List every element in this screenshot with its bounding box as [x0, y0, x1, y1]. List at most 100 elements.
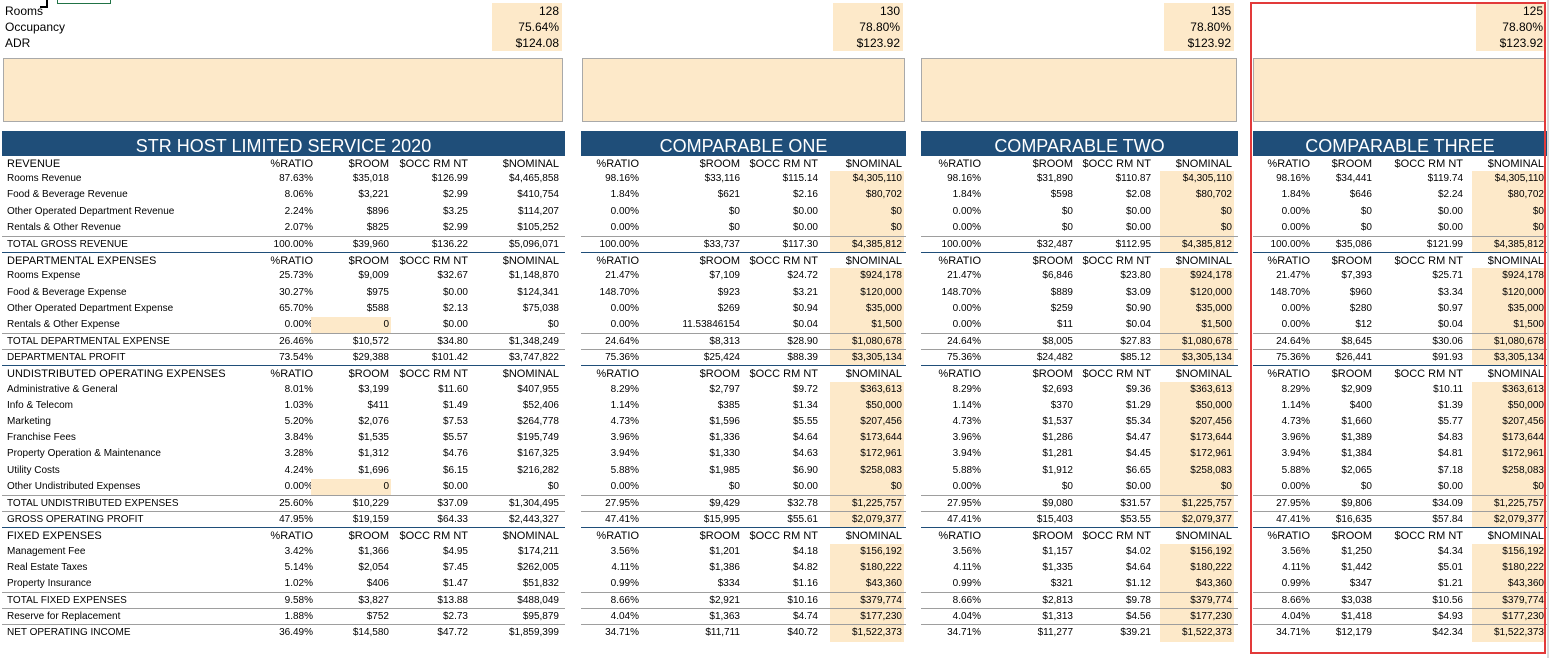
room-cell[interactable]: $1,363	[709, 611, 740, 623]
occ-room-night-cell[interactable]: $0.00	[1125, 221, 1151, 233]
room-cell[interactable]: $1,201	[709, 545, 740, 557]
ratio-cell[interactable]: 0.00%	[1281, 302, 1310, 314]
nominal-cell[interactable]: $180,222	[830, 559, 904, 576]
ratio-cell[interactable]: 47.41%	[605, 514, 639, 526]
nominal-cell[interactable]: $50,000	[1472, 397, 1546, 415]
ratio-cell[interactable]: 30.27%	[279, 286, 313, 298]
nominal-cell[interactable]: $3,305,134	[1160, 350, 1234, 367]
occ-room-night-cell[interactable]: $OCC RM NT	[399, 368, 468, 381]
occ-room-night-cell[interactable]: $64.33	[437, 514, 468, 526]
occ-room-night-cell[interactable]: $39.21	[1120, 627, 1151, 639]
ratio-cell[interactable]: 3.28%	[284, 448, 313, 460]
occ-room-night-cell[interactable]: $6.90	[792, 464, 818, 476]
nominal-cell[interactable]: $2,079,377	[1472, 512, 1546, 529]
ratio-cell[interactable]: 34.71%	[1276, 627, 1310, 639]
nominal-cell[interactable]: $1,500	[1160, 316, 1234, 334]
room-cell[interactable]: $ROOM	[348, 368, 389, 381]
nominal-cell[interactable]: $3,305,134	[1472, 350, 1546, 367]
room-cell[interactable]: $33,116	[704, 173, 740, 185]
occ-room-night-cell[interactable]: $3.34	[1437, 286, 1463, 298]
room-cell[interactable]: $347	[1349, 577, 1372, 589]
ratio-cell[interactable]: 4.73%	[1281, 416, 1310, 427]
room-cell[interactable]: $321	[1050, 577, 1073, 589]
ratio-cell[interactable]: 0.00%	[284, 318, 313, 330]
nominal-cell[interactable]: $120,000	[1472, 284, 1546, 301]
room-cell[interactable]: $2,065	[1341, 464, 1372, 476]
nominal-cell[interactable]: $95,879	[522, 611, 559, 623]
ratio-cell[interactable]: 5.88%	[952, 464, 981, 476]
top-value-comp-one[interactable]: 78.80%	[833, 19, 903, 35]
nominal-cell[interactable]: $75,038	[522, 302, 559, 314]
occ-room-night-cell[interactable]: $10.11	[1433, 383, 1463, 395]
ratio-cell[interactable]: %RATIO	[596, 255, 639, 268]
room-cell[interactable]: $960	[1349, 286, 1372, 298]
ratio-cell[interactable]: 0.00%	[284, 480, 313, 492]
room-cell[interactable]: $7,393	[1341, 270, 1372, 282]
ratio-cell[interactable]: 5.20%	[284, 416, 313, 427]
ratio-cell[interactable]: 100.00%	[941, 238, 981, 250]
nominal-cell[interactable]: $258,083	[1472, 462, 1546, 479]
room-cell[interactable]: $1,985	[709, 464, 740, 476]
room-cell[interactable]: $16,635	[1335, 514, 1372, 526]
room-cell[interactable]: $975	[366, 286, 389, 298]
ratio-cell[interactable]: 1.88%	[284, 611, 313, 623]
ratio-cell[interactable]: 0.00%	[610, 302, 639, 314]
room-cell[interactable]: $1,336	[709, 432, 740, 444]
occ-room-night-cell[interactable]: $OCC RM NT	[1082, 255, 1151, 268]
nominal-cell[interactable]: $4,385,812	[1160, 236, 1234, 254]
room-cell[interactable]: $1,660	[1341, 416, 1372, 427]
occ-room-night-cell[interactable]: $4.95	[442, 545, 468, 557]
room-cell[interactable]: $25,424	[703, 352, 740, 364]
ratio-cell[interactable]: 34.71%	[605, 627, 639, 639]
room-cell[interactable]: $0	[1061, 205, 1073, 217]
ratio-cell[interactable]: 4.73%	[610, 416, 639, 427]
nominal-cell[interactable]: $120,000	[1160, 284, 1234, 301]
nominal-cell[interactable]: $0	[1472, 219, 1546, 236]
nominal-cell[interactable]: $114,207	[518, 205, 559, 217]
occ-room-night-cell[interactable]: $4.83	[1437, 432, 1463, 444]
ratio-cell[interactable]: 0.00%	[1281, 318, 1310, 330]
nominal-cell[interactable]: $1,348,249	[508, 336, 559, 348]
ratio-cell[interactable]: %RATIO	[1267, 158, 1310, 170]
ratio-cell[interactable]: %RATIO	[270, 530, 313, 543]
nominal-cell[interactable]: $0	[547, 480, 559, 492]
nominal-cell[interactable]: $120,000	[830, 284, 904, 301]
nominal-cell[interactable]: $1,522,373	[1472, 625, 1546, 642]
nominal-cell[interactable]: $379,774	[830, 593, 904, 610]
occ-room-night-cell[interactable]: $4.63	[792, 448, 818, 460]
occ-room-night-cell[interactable]: $4.81	[1437, 448, 1463, 460]
room-cell[interactable]: $9,009	[358, 270, 389, 282]
occ-room-night-cell[interactable]: $5.55	[792, 416, 818, 427]
ratio-cell[interactable]: 27.95%	[947, 497, 981, 509]
room-cell[interactable]: $10,572	[352, 336, 389, 348]
occ-room-night-cell[interactable]: $4.56	[1125, 611, 1151, 623]
nominal-cell[interactable]: $207,456	[830, 414, 904, 431]
notes-box-comp-two[interactable]	[921, 58, 1237, 122]
nominal-cell[interactable]: $4,305,110	[1160, 171, 1234, 188]
nominal-cell[interactable]: $177,230	[1472, 609, 1546, 626]
nominal-cell[interactable]: $3,305,134	[830, 350, 904, 367]
ratio-cell[interactable]: 0.00%	[610, 205, 639, 217]
room-cell[interactable]: $24,482	[1036, 352, 1073, 364]
ratio-cell[interactable]: 27.95%	[605, 497, 639, 509]
room-cell[interactable]: $12,179	[1335, 627, 1372, 639]
nominal-cell[interactable]: $2,443,327	[508, 514, 559, 526]
occ-room-night-cell[interactable]: $1.39	[1437, 399, 1463, 411]
ratio-cell[interactable]: 3.94%	[952, 448, 981, 460]
ratio-cell[interactable]: 25.73%	[279, 270, 313, 282]
room-cell[interactable]: $896	[366, 205, 389, 217]
nominal-cell[interactable]: $0	[1472, 203, 1546, 220]
ratio-cell[interactable]: 3.96%	[952, 432, 981, 444]
occ-room-night-cell[interactable]: $OCC RM NT	[749, 255, 818, 268]
occ-room-night-cell[interactable]: $OCC RM NT	[1082, 530, 1151, 543]
nominal-cell[interactable]: $1,225,757	[830, 495, 904, 513]
room-cell[interactable]: $752	[366, 611, 389, 623]
room-cell[interactable]: $1,312	[358, 448, 389, 460]
ratio-cell[interactable]: 100.00%	[1270, 238, 1310, 250]
ratio-cell[interactable]: 21.47%	[605, 270, 639, 282]
room-cell[interactable]: $6,846	[1042, 270, 1073, 282]
nominal-cell[interactable]: $NOMINAL	[845, 158, 902, 170]
room-cell[interactable]: $9,806	[1341, 497, 1372, 509]
nominal-cell[interactable]: $NOMINAL	[845, 368, 902, 381]
occ-room-night-cell[interactable]: $4.18	[792, 545, 818, 557]
